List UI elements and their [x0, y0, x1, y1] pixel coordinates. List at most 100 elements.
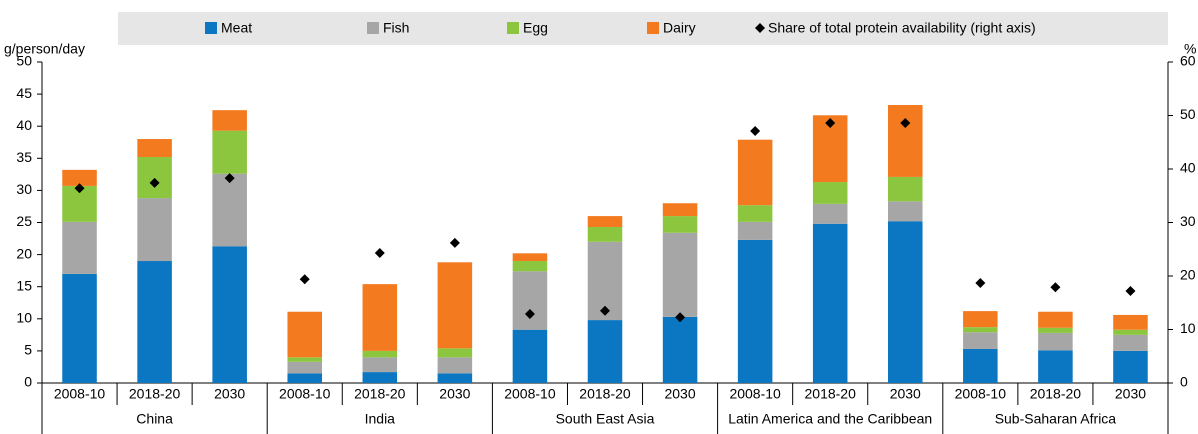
share-marker: [1125, 285, 1136, 296]
bar-segment: [437, 357, 473, 374]
x-tick-label: 2018-20: [129, 386, 181, 402]
bar-segment: [212, 110, 247, 131]
bar-segment: [587, 226, 623, 242]
legend-label: Share of total protein availability (rig…: [768, 20, 1036, 36]
bar-segment: [137, 261, 172, 383]
y-tick-label: 0: [24, 374, 32, 390]
bar-segment: [1038, 327, 1073, 333]
bar-segment: [62, 169, 97, 186]
bar-segment: [212, 173, 247, 247]
x-tick-label: 2030: [214, 386, 245, 402]
bar-segment: [212, 246, 247, 383]
y2-tick-label: 20: [1180, 267, 1196, 283]
bar-segment: [888, 105, 923, 177]
bar-segment: [662, 203, 698, 217]
bar-segment: [888, 221, 923, 383]
bar-segment: [137, 157, 172, 199]
share-marker: [600, 305, 610, 316]
bar-segment: [137, 139, 172, 158]
bar-segment: [963, 327, 998, 333]
share-marker: [224, 173, 235, 184]
group-label: South East Asia: [556, 411, 655, 427]
share-marker: [449, 237, 460, 248]
bar-segment: [287, 373, 322, 383]
bar-segment: [362, 350, 398, 358]
bar-segment: [737, 139, 773, 206]
y-tick-label: 30: [16, 181, 32, 197]
bar-segment: [737, 221, 773, 240]
bar-segment: [437, 373, 473, 383]
bar-segment: [1038, 332, 1073, 351]
x-tick-label: 2008-10: [729, 386, 781, 402]
bar-segment: [963, 332, 998, 349]
y-tick-label: 10: [16, 310, 32, 326]
bar-segment: [1038, 350, 1073, 383]
group-label: Latin America and the Caribbean: [728, 411, 932, 427]
x-tick-label: 2030: [1115, 386, 1146, 402]
bar-segment: [888, 176, 923, 202]
share-marker: [900, 117, 911, 128]
y2-tick-label: 40: [1180, 160, 1196, 176]
bar-segment: [963, 311, 998, 328]
bar-segment: [362, 372, 398, 383]
y-tick-label: 40: [16, 117, 32, 133]
legend-swatch: [647, 22, 659, 34]
group-label: Sub-Saharan Africa: [995, 411, 1117, 427]
y2-tick-label: 60: [1180, 53, 1196, 69]
bar-segment: [587, 320, 623, 383]
y-axis-label: g/person/day: [4, 41, 85, 57]
bar-segment: [362, 357, 398, 373]
y-tick-label: 45: [16, 85, 32, 101]
bar-segment: [888, 201, 923, 222]
bar-segment: [662, 316, 698, 383]
x-tick-label: 2008-10: [279, 386, 331, 402]
legend-label: Meat: [221, 20, 252, 36]
y-tick-label: 20: [16, 245, 32, 261]
share-marker: [975, 277, 986, 288]
x-tick-label: 2030: [890, 386, 921, 402]
x-tick-label: 2018-20: [579, 386, 631, 402]
share-marker: [74, 183, 85, 194]
x-tick-label: 2018-20: [1030, 386, 1082, 402]
legend-label: Dairy: [663, 20, 696, 36]
group-label: China: [136, 411, 173, 427]
y2-axis-label: %: [1184, 41, 1196, 57]
bar-segment: [662, 232, 698, 317]
share-marker: [1050, 282, 1061, 293]
share-marker: [149, 177, 160, 188]
bar-segment: [737, 239, 773, 383]
y2-tick-label: 50: [1180, 106, 1196, 122]
share-marker: [524, 308, 535, 319]
x-tick-label: 2008-10: [504, 386, 556, 402]
legend-swatch: [205, 22, 217, 34]
bar-segment: [512, 329, 548, 383]
x-tick-label: 2008-10: [54, 386, 106, 402]
bar-segment: [212, 130, 247, 174]
y2-tick-label: 10: [1180, 320, 1196, 336]
share-marker: [299, 274, 310, 285]
bar-segment: [362, 284, 398, 351]
share-marker: [750, 126, 761, 137]
bar-segment: [812, 203, 848, 224]
bar-segment: [1113, 329, 1148, 335]
y-tick-label: 25: [16, 213, 32, 229]
bar-segment: [662, 216, 698, 233]
bar-segment: [587, 216, 623, 227]
bar-segment: [1113, 350, 1148, 383]
bar-segment: [287, 311, 322, 358]
bar-segment: [1113, 314, 1148, 330]
bar-segment: [512, 271, 548, 330]
bar-segment: [62, 273, 97, 383]
bar-segment: [963, 348, 998, 383]
x-tick-label: 2018-20: [805, 386, 857, 402]
bar-segment: [512, 261, 548, 272]
y-tick-label: 5: [24, 342, 32, 358]
x-tick-label: 2030: [664, 386, 695, 402]
share-marker: [374, 247, 385, 258]
legend-label: Fish: [383, 20, 409, 36]
bar-segment: [287, 357, 322, 362]
bar-segment: [812, 223, 848, 383]
legend-swatch: [367, 22, 379, 34]
y2-tick-label: 0: [1180, 374, 1188, 390]
group-label: India: [365, 411, 396, 427]
